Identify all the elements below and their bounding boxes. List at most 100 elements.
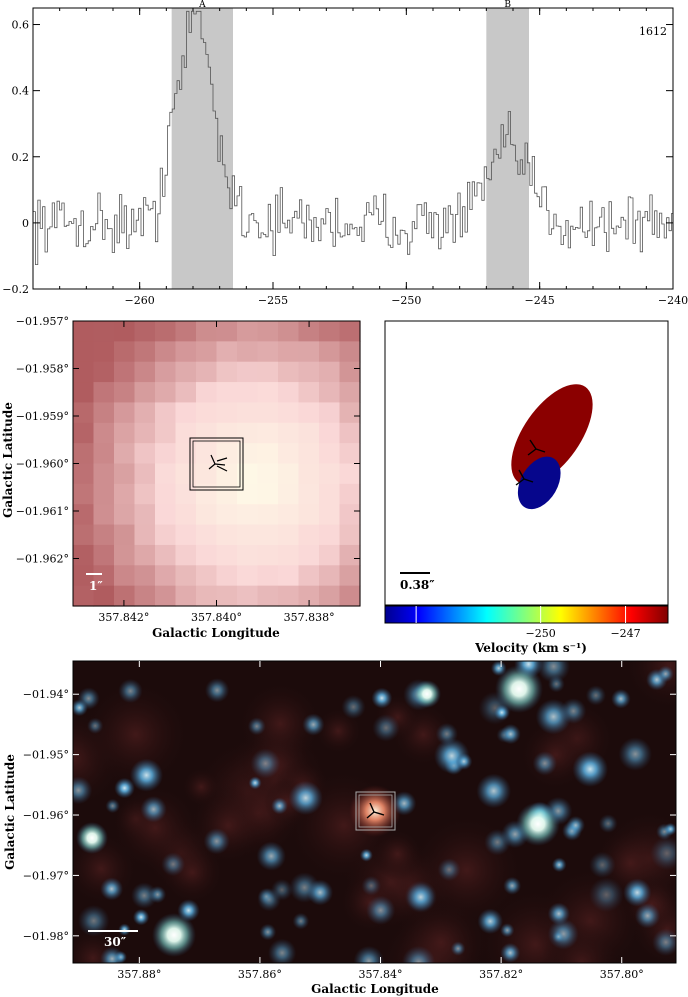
zoom-map-pixel (93, 504, 115, 526)
field-star (361, 875, 382, 896)
zoom-map-pixel (339, 422, 361, 444)
field-star (500, 923, 515, 938)
zoom-map-pixel (257, 585, 279, 607)
field-star (623, 878, 652, 907)
zoom-map-pixel (134, 483, 156, 505)
zoom-map-pixel (114, 402, 136, 424)
bright-star (76, 822, 108, 854)
zoom-x-ticks: 357.842° 357.840° 357.838° (98, 321, 335, 624)
zoom-map-pixel (134, 524, 156, 546)
wide-y-tick-label: −01.94° (23, 688, 69, 701)
target-source (349, 785, 401, 837)
field-star (455, 753, 473, 770)
field-star (271, 878, 293, 901)
zoom-map-pixel (237, 422, 259, 444)
zoom-y-axis-label: Galactic Latitude (1, 402, 15, 518)
zoom-map-pixel (278, 321, 300, 342)
field-star (140, 796, 167, 823)
zoom-map-pixel (298, 463, 320, 485)
wide-x-tick-label: 357.82° (479, 968, 523, 981)
zoom-map-pixel (114, 382, 136, 404)
field-star (256, 841, 286, 871)
zoom-map-pixel (196, 463, 218, 485)
zoom-map-pixel (216, 341, 238, 363)
zoom-map-pixel (319, 341, 341, 363)
zoom-map-pixel (216, 463, 238, 485)
zoom-map-pixel (196, 361, 218, 383)
zoom-map-pixel (73, 443, 95, 465)
zoom-map-pixel (134, 544, 156, 566)
zoom-map-pixel (73, 463, 95, 485)
field-star (535, 698, 572, 735)
colorbar-label: Velocity (km s⁻¹) (474, 641, 587, 655)
field-star (551, 857, 567, 873)
zoom-map-pixel (93, 341, 115, 363)
zoom-map-pixel (134, 504, 156, 526)
bright-star (152, 913, 196, 957)
zoom-map-pixel (298, 341, 320, 363)
zoom-map-pixel (278, 361, 300, 383)
field-star (503, 876, 522, 895)
zoom-y-tick-label: −01.958° (16, 363, 69, 376)
zoom-map-pixel (278, 382, 300, 404)
zoom-map-pixel (278, 524, 300, 546)
field-star (650, 836, 676, 871)
wide-y-tick-label: −01.97° (23, 869, 69, 882)
zoom-map-pixel (339, 402, 361, 424)
zoom-map-pixel (298, 443, 320, 465)
zoom-map-pixel (237, 524, 259, 546)
zoom-map-pixel (298, 321, 320, 342)
zoom-map-pixel (114, 585, 136, 607)
wide-field-frame (72, 660, 677, 964)
field-star (585, 685, 606, 706)
zoom-map-pixel (298, 524, 320, 546)
wide-scalebar-label: 30″ (104, 935, 127, 949)
field-star (566, 815, 586, 835)
zoom-y-tick-label: −01.957° (16, 315, 69, 328)
zoom-map-pixel (196, 402, 218, 424)
field-star (87, 717, 104, 734)
zoom-map-pixel (339, 524, 361, 546)
zoom-map-pixel (278, 341, 300, 363)
wide-y-tick-label: −01.96° (23, 809, 69, 822)
zoom-map-pixel (93, 565, 115, 587)
zoom-map-pixel (339, 361, 361, 383)
zoom-source-marker (208, 454, 228, 472)
zoom-map-pixel (196, 341, 218, 363)
field-star (161, 852, 186, 877)
haze-patch (313, 706, 363, 756)
haze-patch (109, 782, 201, 874)
zoom-map-pixel (257, 382, 279, 404)
zoom-map-pixel (155, 341, 177, 363)
zoom-map-pixel (216, 443, 238, 465)
zoom-map-pixel (339, 565, 361, 587)
zoom-map-pixel (339, 382, 361, 404)
field-star (372, 714, 400, 742)
velocity-panel: 0.38″ −250 −247 Velocity (km s⁻¹) (384, 320, 669, 655)
zoom-map-pixel (339, 443, 361, 465)
field-star (100, 946, 125, 963)
zoom-map-pixel (257, 544, 279, 566)
zoom-map-pixel (339, 463, 361, 485)
field-star (130, 882, 158, 909)
zoom-x-tick-label: 357.842° (98, 611, 149, 624)
zoom-map-pixel (134, 341, 156, 363)
wide-x-tick-label: 357.86° (238, 968, 282, 981)
velocity-colorbar (384, 605, 669, 624)
field-star (353, 945, 385, 963)
spectrum-x-tick-label: −250 (391, 294, 421, 307)
zoom-map-pixel (257, 565, 279, 587)
zoom-map-pixel (114, 483, 136, 505)
zoom-map-pixel (155, 524, 177, 546)
zoom-y-tick-label: −01.960° (16, 458, 69, 471)
field-star (476, 773, 512, 809)
field-star (657, 665, 674, 683)
field-star (401, 945, 436, 963)
field-star (203, 828, 230, 855)
field-star (247, 717, 266, 736)
zoom-map-pixel (196, 321, 218, 342)
zoom-map-pixel (175, 544, 197, 566)
zoom-map-panel: 1″ 357.842° 357.840° 357.838° −01.957°−01.… (1, 315, 361, 640)
field-star (114, 777, 135, 799)
spectrum-x-tick-label: −245 (525, 294, 555, 307)
